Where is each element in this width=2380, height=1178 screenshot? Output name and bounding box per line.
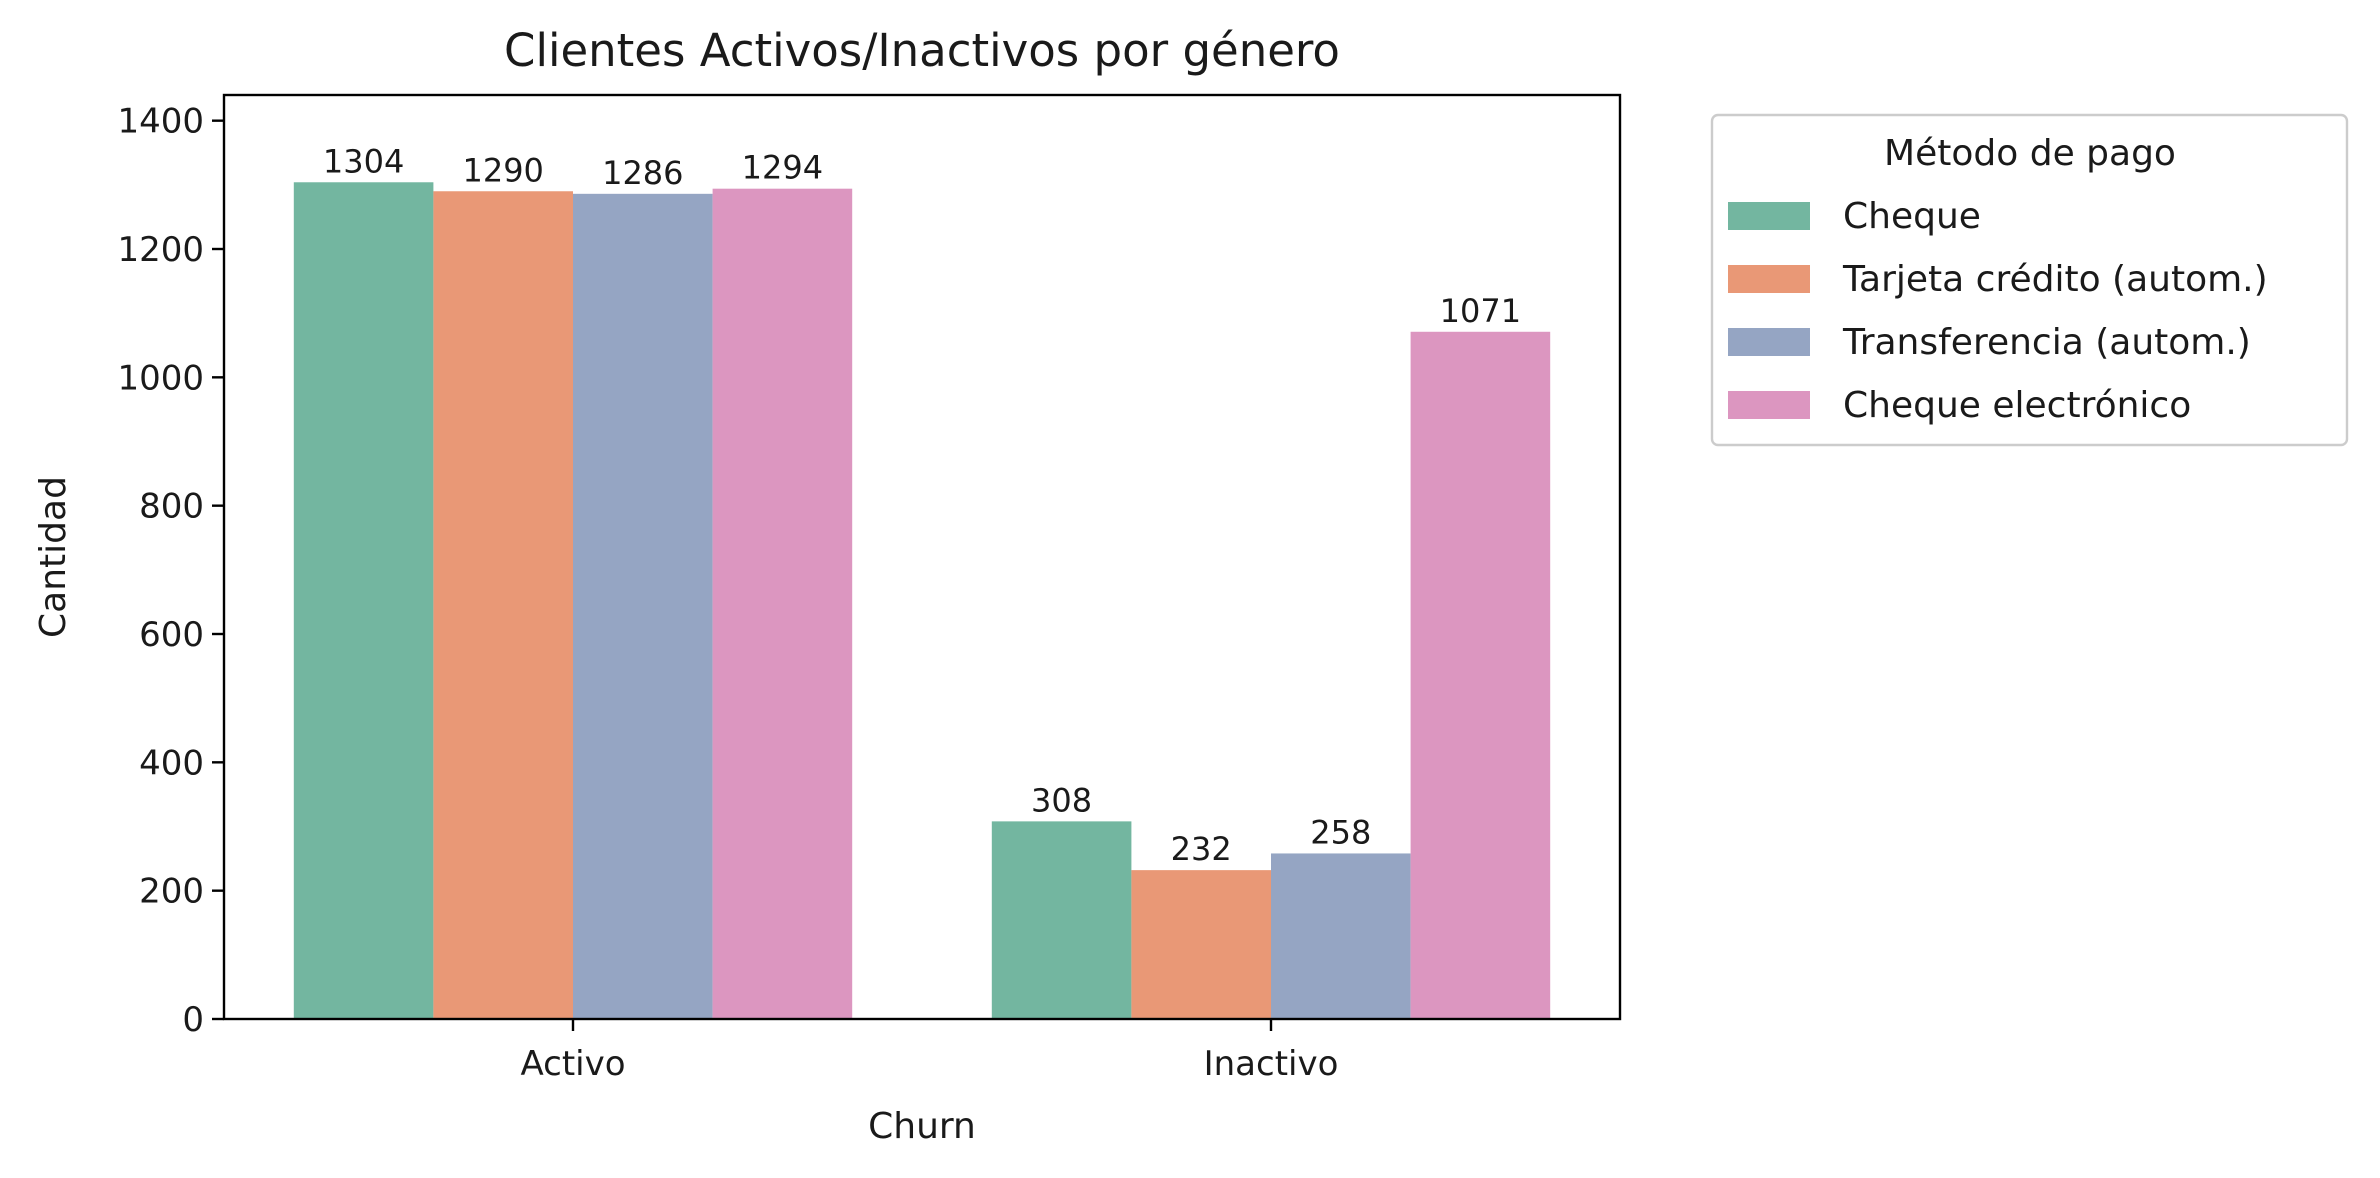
y-axis-title: Cantidad	[33, 476, 74, 638]
bar-inactivo-0	[991, 821, 1132, 1019]
bar-label-activo-0: 1304	[323, 142, 404, 180]
bar-label-activo-3: 1294	[742, 149, 823, 187]
legend-title: Método de pago	[1884, 133, 2176, 174]
bars-layer	[293, 182, 1551, 1020]
y-tick-label-800: 800	[139, 487, 204, 527]
legend-swatch-2	[1728, 328, 1810, 356]
y-tick-label-1000: 1000	[117, 358, 204, 398]
bar-label-inactivo-3: 1071	[1440, 292, 1521, 330]
bar-label-inactivo-0: 308	[1031, 781, 1092, 819]
legend-label-1: Tarjeta crédito (autom.)	[1842, 259, 2268, 300]
legend-label-2: Transferencia (autom.)	[1842, 322, 2251, 363]
y-tick-label-600: 600	[139, 615, 204, 655]
y-tick-label-1400: 1400	[117, 102, 204, 142]
x-tick-label-activo: Activo	[520, 1044, 625, 1084]
bar-inactivo-2	[1271, 853, 1411, 1019]
legend-swatch-3	[1728, 391, 1810, 419]
legend-swatch-1	[1728, 265, 1810, 293]
x-tick-label-inactivo: Inactivo	[1204, 1044, 1339, 1084]
bar-activo-3	[712, 188, 853, 1019]
legend-frame	[1710, 113, 2349, 447]
legend-swatch-0	[1728, 202, 1810, 230]
legend-items: Cheque Tarjeta crédito (autom.) Transferen…	[1728, 196, 2268, 426]
y-tick-label-1200: 1200	[117, 230, 204, 270]
x-axis-title: Churn	[868, 1106, 976, 1147]
plot-frame	[222, 93, 1622, 1021]
bar-labels-layer: 1304 308 1290 232 1286 258 1294 1071	[323, 142, 1521, 868]
y-tick-label-200: 200	[139, 872, 204, 912]
y-tick-label-400: 400	[139, 743, 204, 783]
bar-activo-2	[573, 193, 713, 1020]
x-axis: Activo Inactivo	[520, 1019, 1338, 1084]
bar-label-activo-1: 1290	[462, 151, 543, 189]
bar-label-inactivo-1: 232	[1171, 830, 1232, 868]
legend-label-0: Cheque	[1843, 196, 1981, 237]
chart-title: Clientes Activos/Inactivos por género	[504, 24, 1340, 77]
bar-label-inactivo-2: 258	[1310, 813, 1371, 851]
bar-activo-0	[293, 182, 434, 1019]
bar-inactivo-3	[1410, 331, 1551, 1019]
bar-inactivo-1	[1131, 870, 1271, 1019]
legend-label-3: Cheque electrónico	[1843, 385, 2191, 426]
bar-label-activo-2: 1286	[602, 154, 683, 192]
legend: Método de pago Cheque Tarjeta crédito (au…	[1710, 113, 2349, 447]
y-tick-label-0: 0	[182, 1000, 204, 1040]
y-axis: 0 200 400 600 800 1000 1200 1400	[117, 102, 224, 1040]
bar-activo-1	[433, 191, 573, 1019]
